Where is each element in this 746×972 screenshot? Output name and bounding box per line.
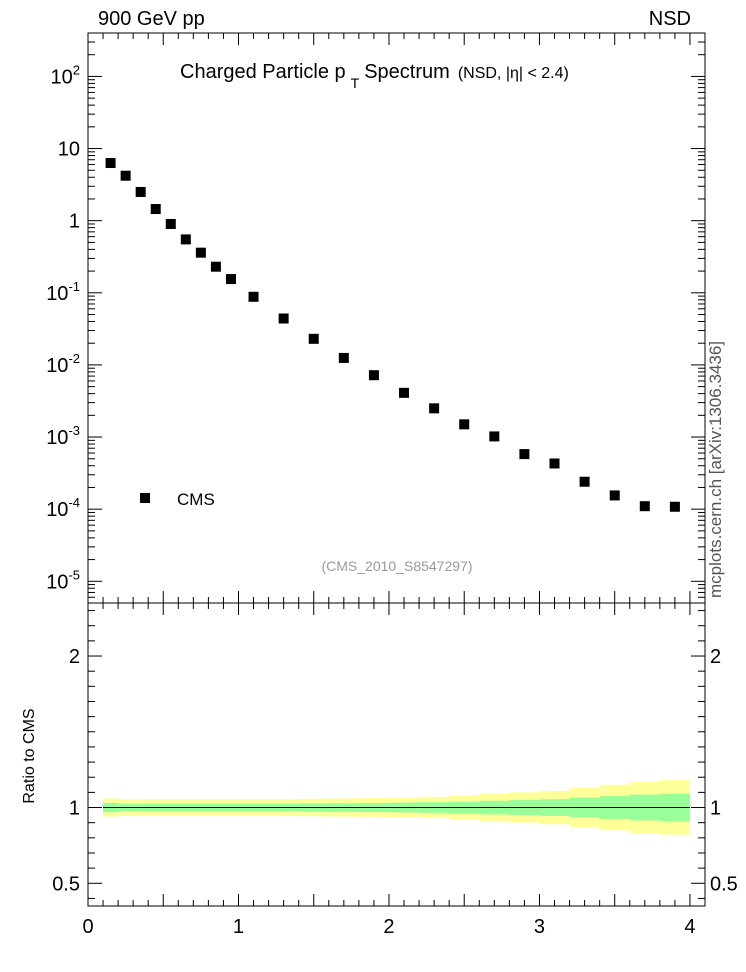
data-point [135, 186, 146, 197]
data-point [195, 247, 206, 258]
data-point [489, 431, 500, 442]
x-tick-label: 3 [534, 916, 545, 938]
data-point [150, 204, 161, 215]
y-tick-label: 1 [69, 211, 80, 233]
x-tick-label: 0 [82, 916, 93, 938]
data-point [519, 449, 530, 460]
main-markers [105, 158, 680, 512]
y-tick-label: 10-5 [46, 567, 80, 593]
main-y-tick-labels: 10-5 10-4 10-3 10-2 10-1 1 10 102 [46, 62, 80, 593]
data-point [308, 333, 319, 344]
x-tick-label: 1 [233, 916, 244, 938]
data-point [399, 387, 410, 398]
ratio-y-tick-label-left: 2 [69, 646, 80, 668]
ratio-y-axis-label: Ratio to CMS [21, 708, 38, 803]
ratio-y-tick-labels: 0.5 0.5 1 1 2 2 [52, 646, 738, 895]
data-point [105, 158, 116, 169]
data-point [338, 352, 349, 363]
legend-marker [140, 493, 150, 503]
ratio-y-tick-label-right: 1 [710, 798, 721, 820]
source-label: (CMS_2010_S8547297) [322, 558, 473, 574]
x-tick-label: 4 [684, 916, 695, 938]
ratio-y-tick-label-left: 1 [69, 798, 80, 820]
data-point [549, 458, 560, 469]
y-tick-label: 10-2 [46, 351, 80, 377]
data-point [368, 370, 379, 381]
axis-ticks [87, 32, 706, 906]
y-tick-label: 10-1 [46, 279, 80, 305]
data-point [609, 490, 620, 501]
data-point [225, 274, 236, 285]
ratio-y-tick-label-right: 2 [710, 646, 721, 668]
y-tick-label: 10 [58, 139, 80, 161]
data-point [639, 501, 650, 512]
data-point [210, 261, 221, 272]
ratio-y-tick-label-left: 0.5 [52, 873, 80, 895]
main-title: Charged Particle p T Spectrum (NSD, |η| < 2… [180, 61, 569, 91]
ratio-frame-rect [87, 602, 706, 907]
data-point [248, 291, 259, 302]
data-point [120, 170, 131, 181]
data-point [165, 218, 176, 229]
data-point [278, 313, 289, 324]
data-point [669, 501, 680, 512]
data-point [429, 403, 440, 414]
x-tick-labels: 0 1 2 3 4 [82, 916, 695, 938]
header-left-label: 900 GeV pp [98, 8, 205, 30]
header-right-label: NSD [648, 8, 691, 30]
y-tick-label: 10-3 [46, 423, 80, 449]
y-tick-label: 10-4 [46, 495, 80, 521]
x-tick-label: 2 [383, 916, 394, 938]
ratio-panel-frame [87, 602, 706, 907]
data-point [459, 419, 470, 430]
legend-label: CMS [177, 490, 215, 509]
main-panel-frame [87, 32, 706, 604]
ratio-y-tick-label-right: 0.5 [710, 873, 738, 895]
data-point [579, 476, 590, 487]
y-tick-label: 102 [51, 62, 80, 88]
main-frame-rect [87, 32, 706, 604]
data-point [180, 234, 191, 245]
